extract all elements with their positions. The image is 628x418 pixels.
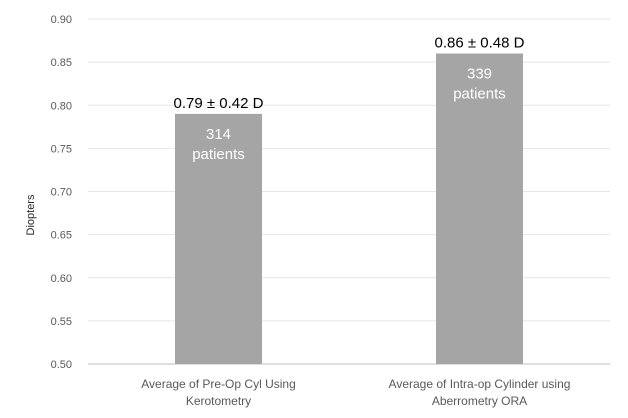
category-label: Average of Pre-Op Cyl Using bbox=[141, 377, 296, 391]
bars: 0.79 ± 0.42 D 314 patients 0.86 ± 0.48 D 339… bbox=[174, 35, 525, 364]
category-label: Average of Intra-op Cylinder using bbox=[389, 377, 571, 391]
y-tick-label: 0.85 bbox=[51, 57, 72, 69]
y-tick-label: 0.50 bbox=[51, 359, 72, 371]
y-axis-title: Diopters bbox=[25, 194, 37, 235]
data-label: 0.79 ± 0.42 D bbox=[174, 95, 264, 112]
bar-annotation: 339 bbox=[467, 66, 492, 83]
y-tick-label: 0.70 bbox=[51, 187, 72, 199]
y-tick-label: 0.75 bbox=[51, 143, 72, 155]
bar-annotation: patients bbox=[192, 146, 245, 163]
y-tick-label: 0.55 bbox=[51, 316, 72, 328]
gridlines bbox=[88, 18, 610, 365]
y-tick-label: 0.90 bbox=[51, 14, 72, 26]
bar bbox=[436, 53, 523, 364]
category-label: Kerotometry bbox=[186, 394, 251, 408]
y-axis-ticks: 0.50 0.55 0.60 0.65 0.70 0.75 0.80 0.85 0.90 bbox=[51, 14, 72, 371]
y-tick-label: 0.65 bbox=[51, 230, 72, 242]
bar-annotation: patients bbox=[453, 86, 506, 103]
y-tick-label: 0.80 bbox=[51, 100, 72, 112]
category-label: Aberrometry ORA bbox=[432, 394, 527, 408]
data-label: 0.86 ± 0.48 D bbox=[435, 35, 525, 52]
y-tick-label: 0.60 bbox=[51, 273, 72, 285]
x-axis-labels: Average of Pre-Op Cyl Using Kerotometry Av… bbox=[141, 377, 570, 408]
bar bbox=[175, 113, 262, 364]
bar-annotation: 314 bbox=[206, 126, 231, 143]
